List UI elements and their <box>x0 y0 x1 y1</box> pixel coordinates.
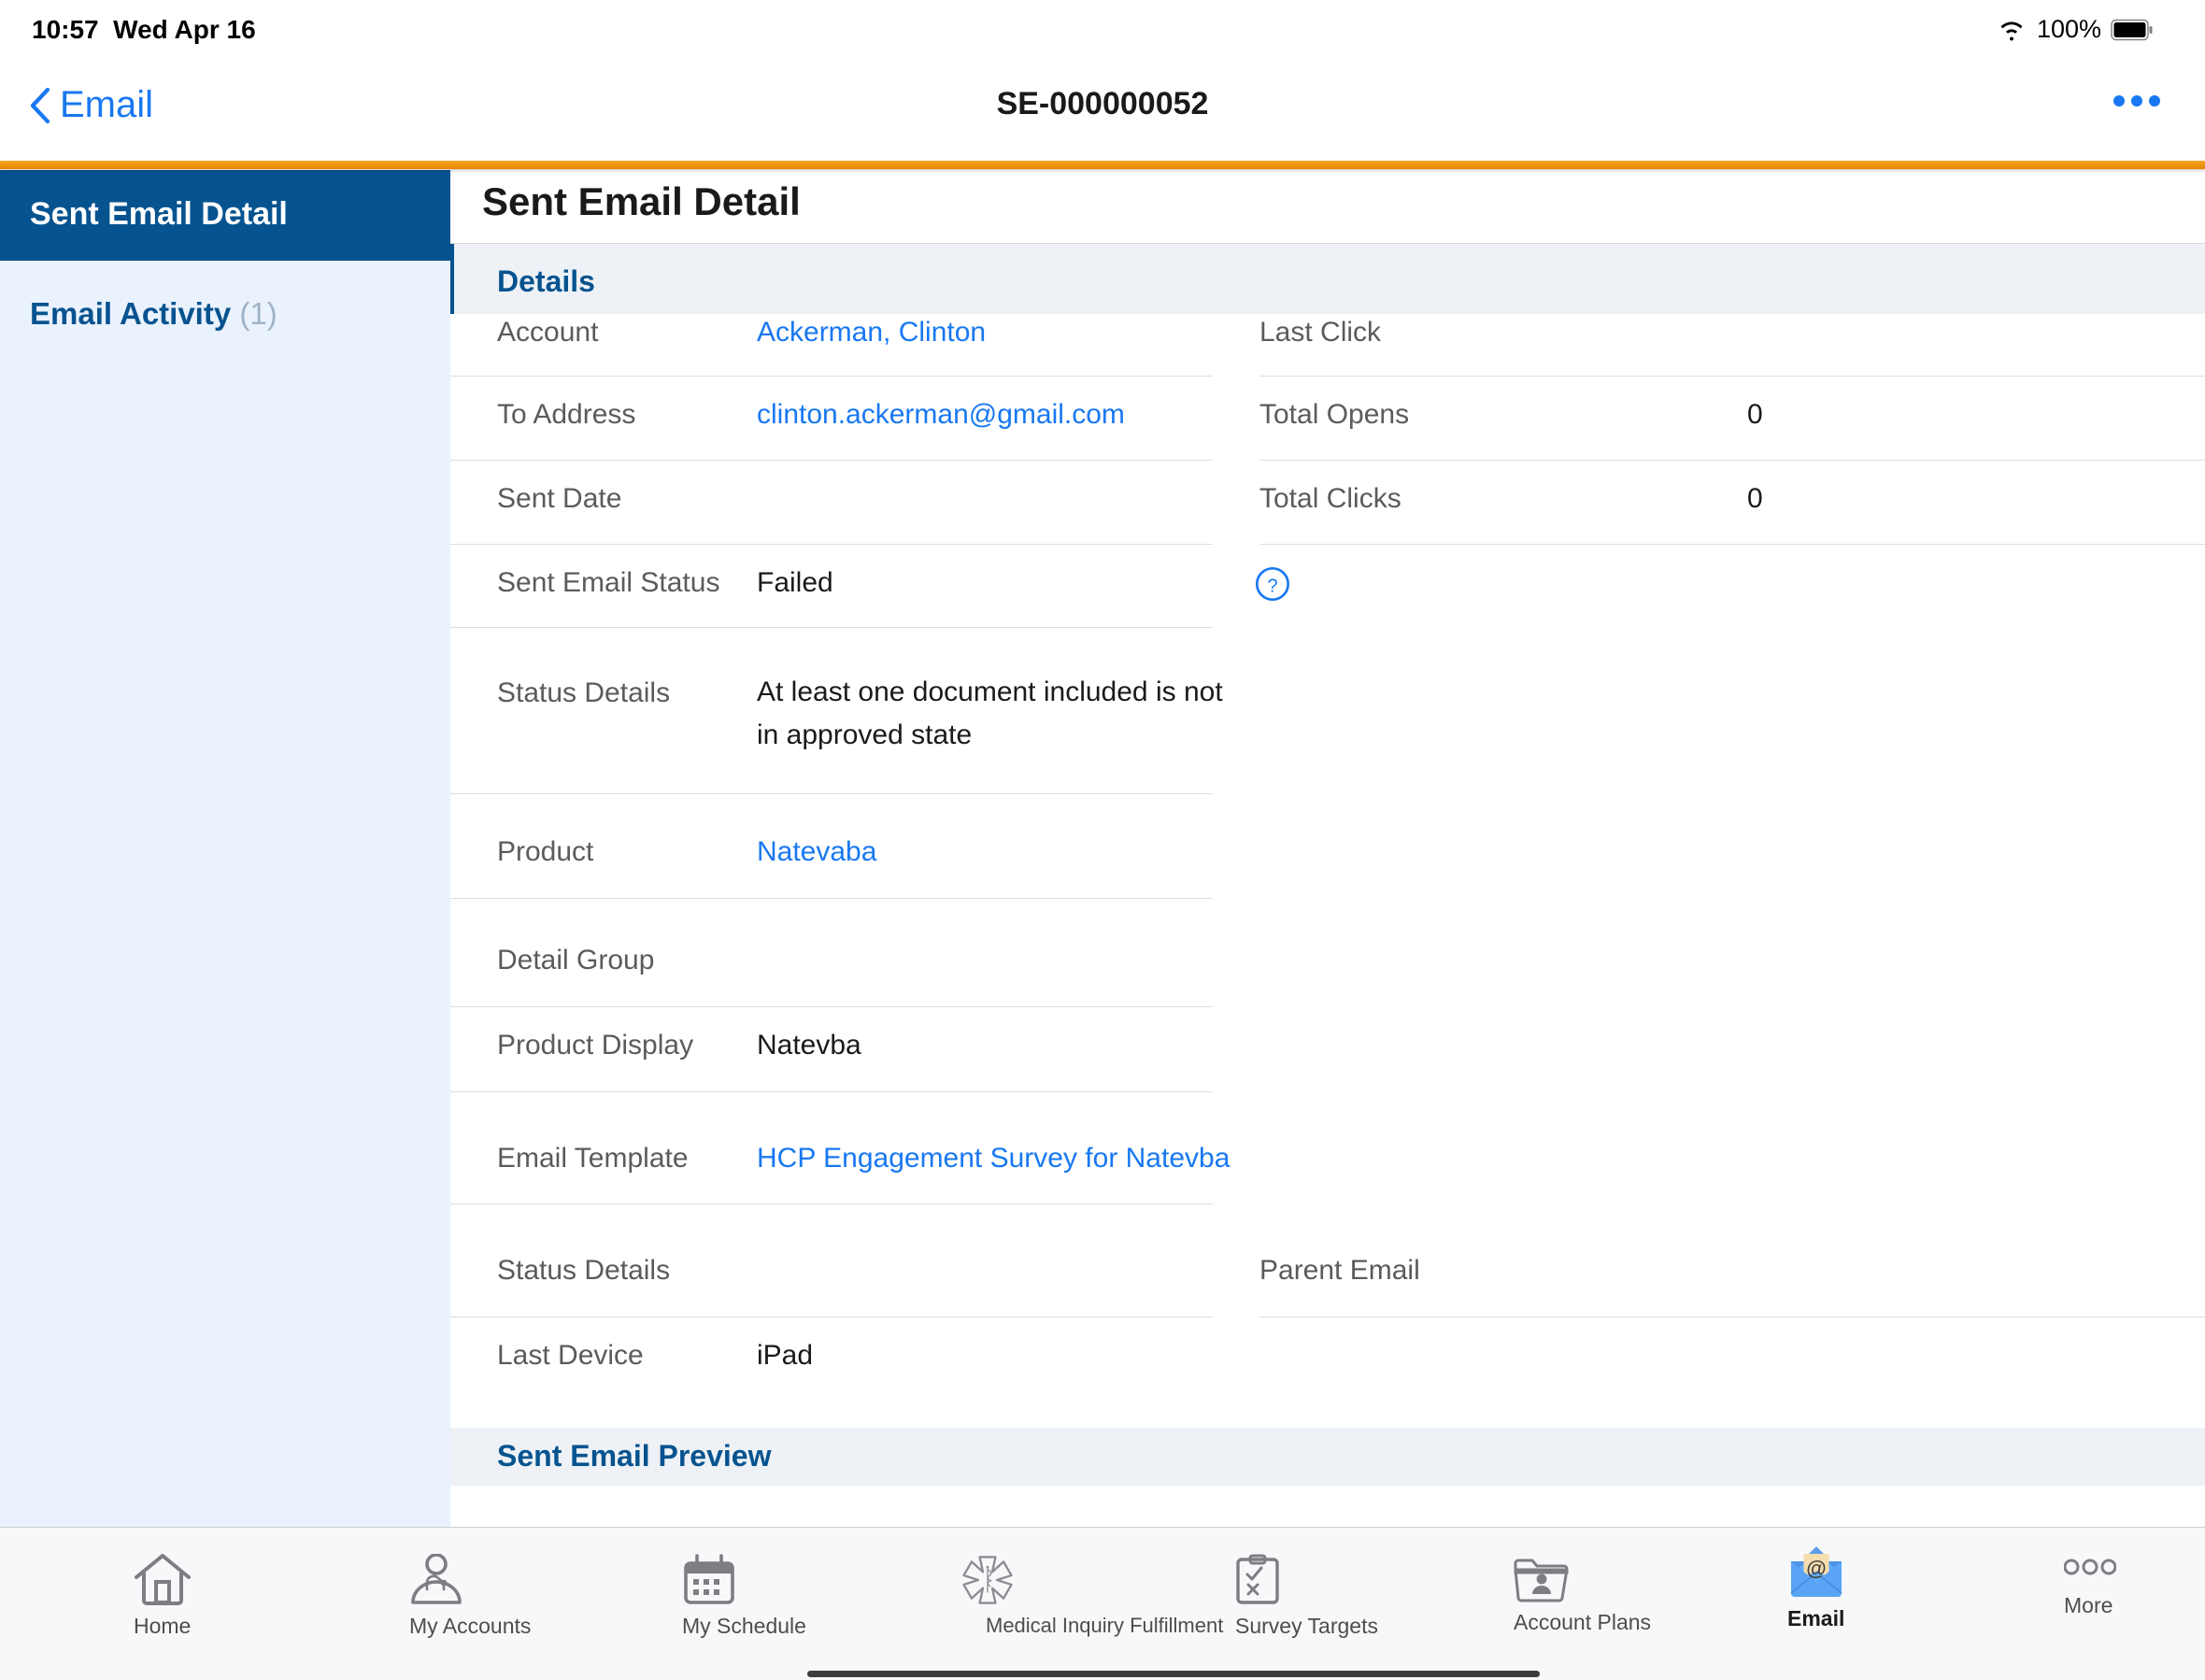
svg-text:@: @ <box>1806 1557 1826 1580</box>
svg-text:?: ? <box>1267 576 1277 596</box>
